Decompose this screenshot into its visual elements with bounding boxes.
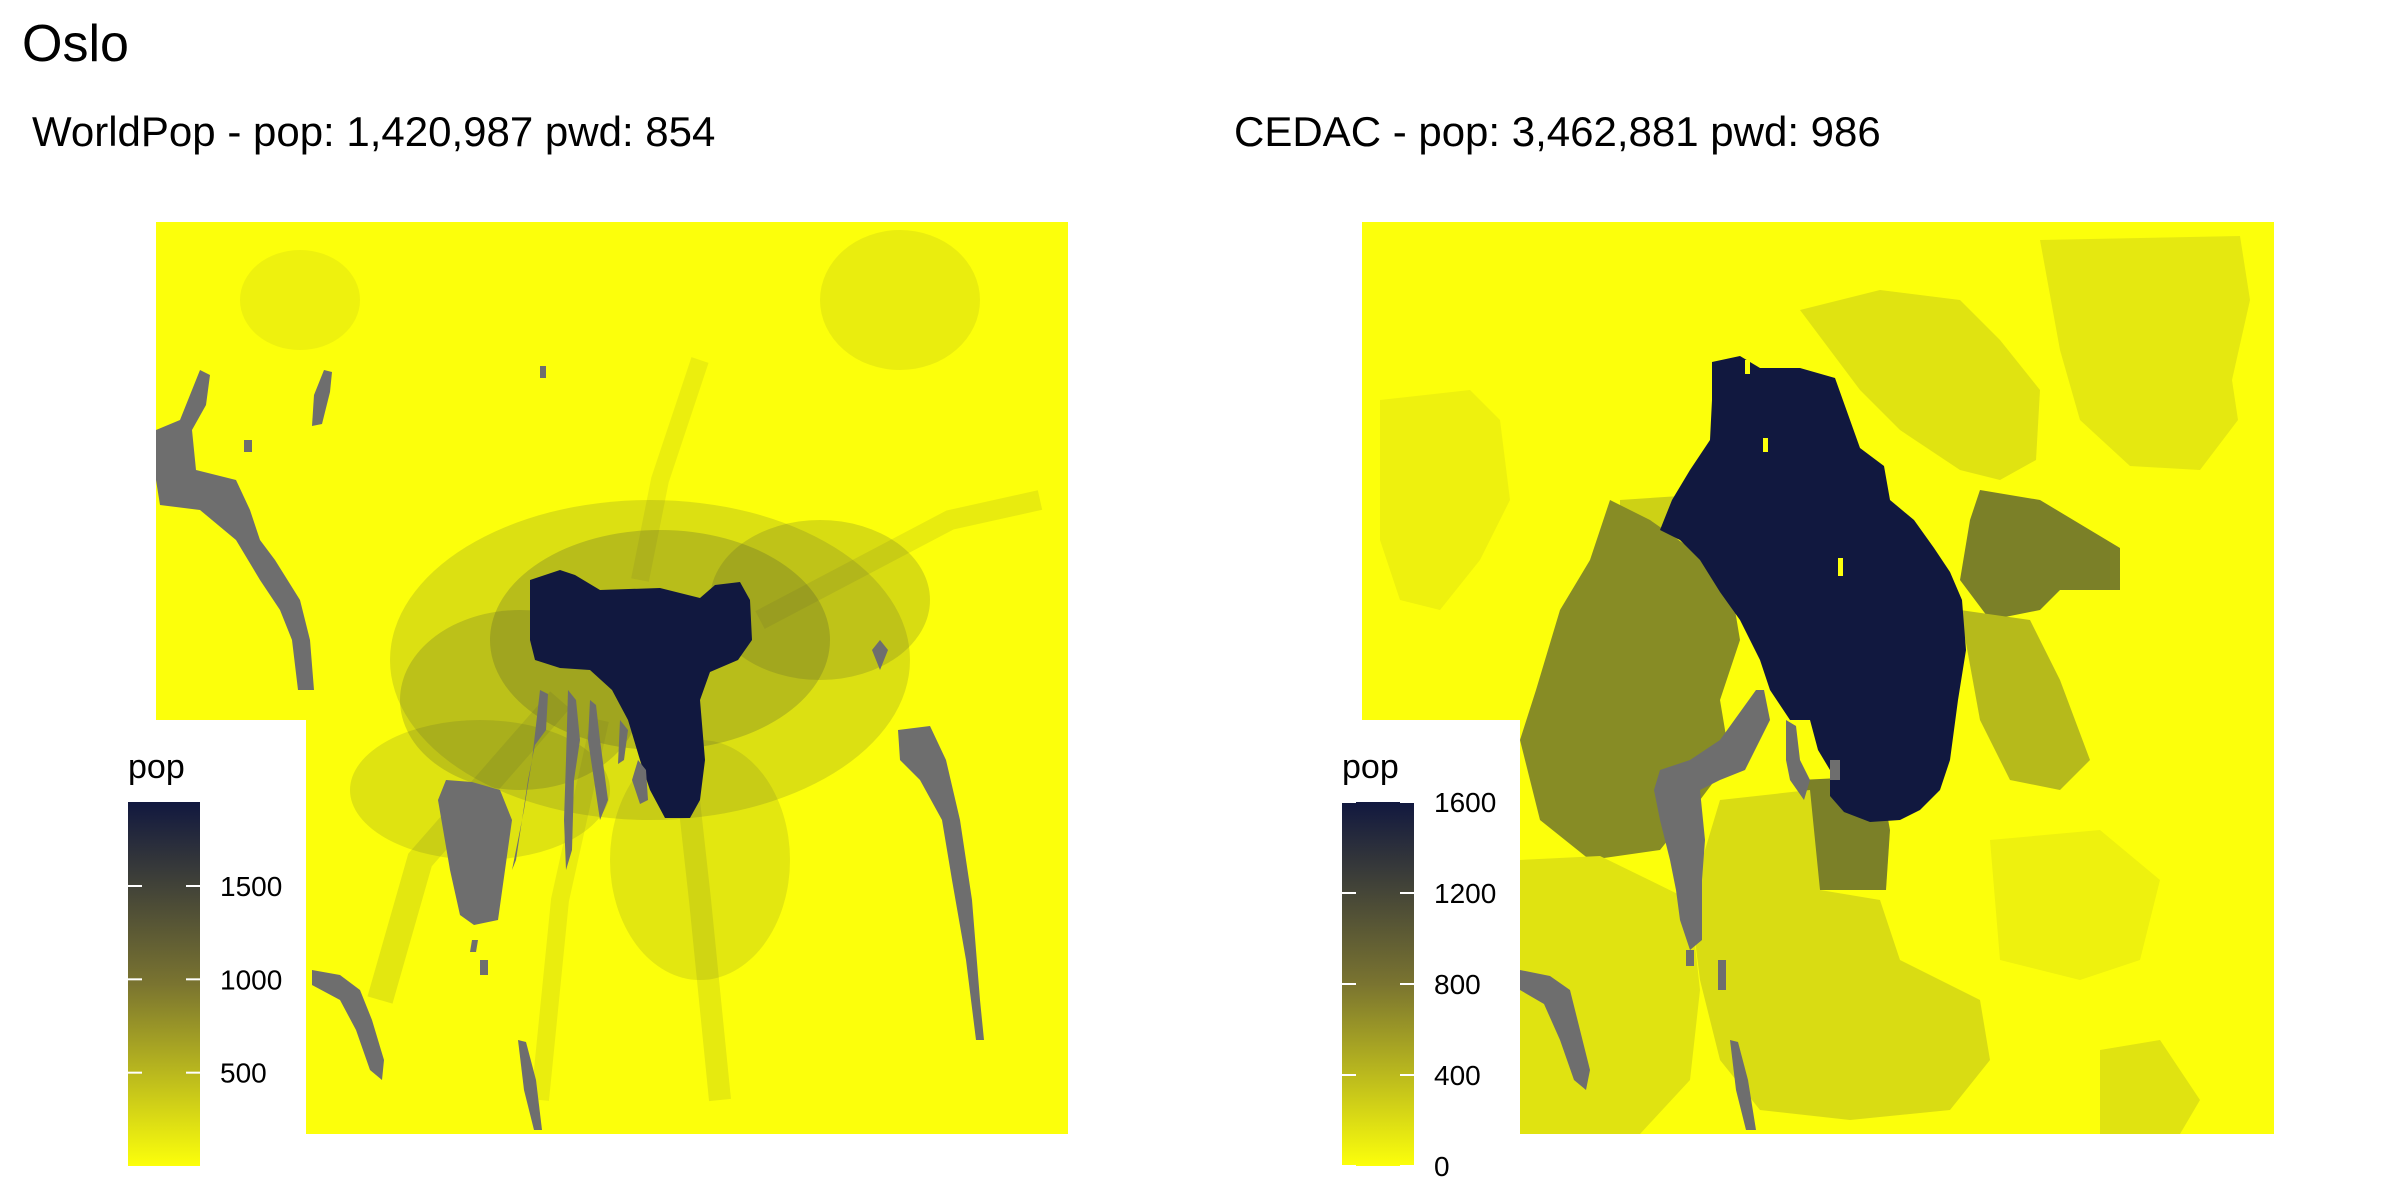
water-bodies [156,366,984,1130]
legend-tick-label: 800 [1434,969,1481,1000]
legend-tick-label: 1500 [220,871,282,902]
raster-map-worldpop [156,222,1068,1134]
urban-core-region [530,570,752,818]
legend-cedac: pop 0 400 800 1200 1600 [1342,748,1496,1182]
panel-title-cedac: CEDAC - pop: 3,462,881 pwd: 986 [1234,108,1881,155]
legend-worldpop: pop 500 1000 1500 [128,748,282,1166]
legend-tick-label: 0 [1434,1151,1450,1182]
raster-map-cedac [1362,222,2274,1134]
legend-tick-label: 1000 [220,964,282,995]
legend-ticks: 500 1000 1500 [128,871,282,1089]
legend-tick-label: 500 [220,1058,267,1089]
urban-core-region [1660,356,1966,822]
water-bodies [1520,690,1840,1130]
legend-title: pop [1342,748,1399,786]
panel-title-worldpop: WorldPop - pop: 1,420,987 pwd: 854 [32,108,716,155]
page-title: Oslo [22,15,129,73]
legend-title: pop [128,748,185,786]
legend-tick-label: 1200 [1434,878,1496,909]
legend-tick-label: 1600 [1434,787,1496,818]
legend-colorbar [128,802,200,1166]
legend-ticks: 0 400 800 1200 1600 [1342,787,1496,1182]
legend-tick-label: 400 [1434,1060,1481,1091]
